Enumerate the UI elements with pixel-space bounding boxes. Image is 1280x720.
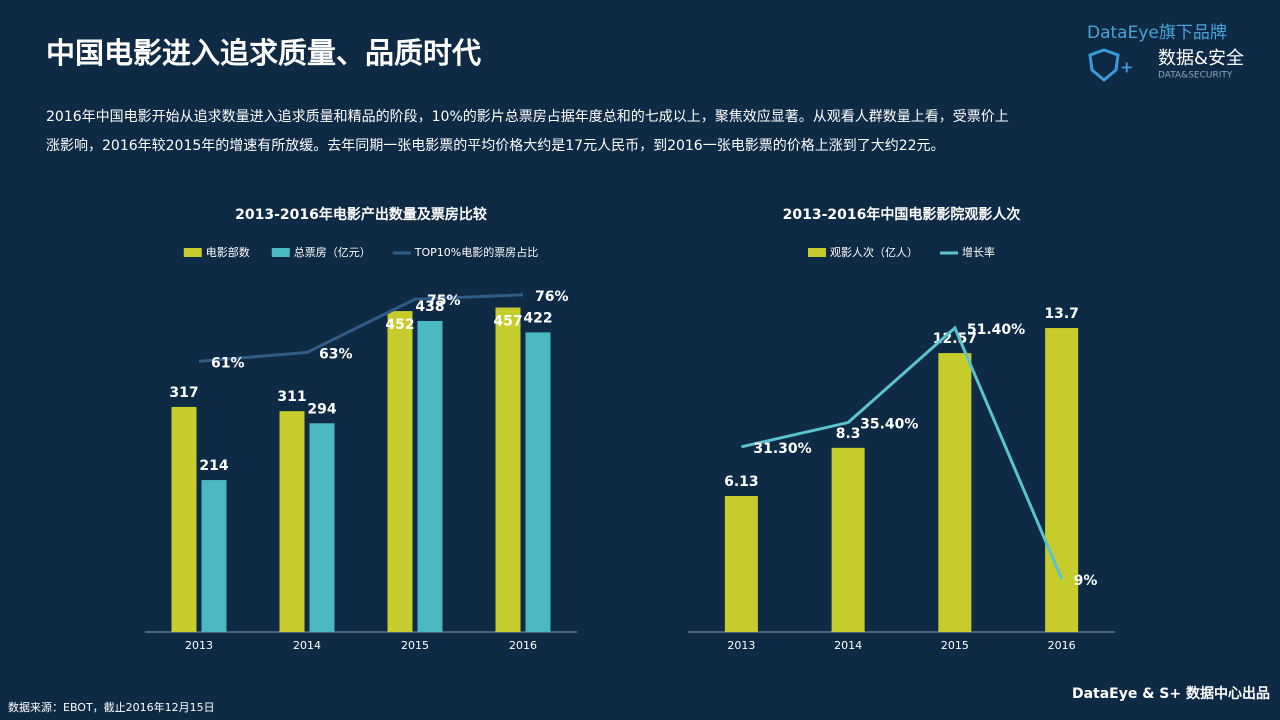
bar-value-label: 8.3 [836, 426, 861, 442]
x-tick-label: 2014 [834, 639, 862, 652]
chart-title: 2013-2016年电影产出数量及票房比较 [235, 206, 487, 223]
bar-value-label: 457 [493, 314, 522, 330]
bar [831, 447, 865, 632]
x-tick-label: 2015 [941, 639, 969, 652]
line-value-label: 9% [1074, 573, 1098, 589]
legend-swatch [808, 248, 826, 257]
legend-label: 增长率 [962, 245, 995, 259]
x-tick-label: 2014 [293, 639, 321, 652]
paragraph-line: 2016年中国电影开始从追求数量进入追求质量和精品的阶段，10%的影片总票房占据… [46, 108, 1009, 125]
line-series [198, 293, 524, 363]
credit: DataEye & S+ 数据中心出品 [1072, 685, 1270, 702]
bar-value-label: 311 [277, 389, 306, 405]
x-tick-label: 2013 [727, 639, 755, 652]
bar-value-label: 422 [523, 310, 552, 326]
legend-swatch [183, 248, 202, 257]
bar-value-label: 294 [307, 401, 336, 417]
line-value-label: 61% [211, 355, 245, 371]
line-value-label: 31.30% [753, 441, 811, 457]
paragraph-line: 涨影响，2016年较2015年的增速有所放缓。去年同期一张电影票的平均价格大约是… [46, 138, 945, 154]
line-value-label: 76% [535, 289, 569, 305]
source-note: 数据来源：EBOT，截止2016年12月15日 [8, 700, 215, 714]
bar-value-label: 12.57 [933, 331, 977, 347]
bar-value-label: 438 [415, 299, 444, 315]
svg-text:+: + [1120, 58, 1133, 77]
x-tick-label: 2015 [401, 639, 429, 652]
legend-label: 总票房（亿元） [294, 245, 371, 259]
bar [417, 321, 443, 632]
bar [495, 307, 521, 632]
brand-logo: + [1088, 48, 1133, 82]
x-tick-label: 2016 [1048, 639, 1076, 652]
line-value-label: 35.40% [860, 417, 918, 433]
bar [309, 423, 335, 632]
bar [387, 311, 413, 632]
slide-title: 中国电影进入追求质量、品质时代 [46, 36, 481, 70]
bar-value-label: 317 [169, 385, 198, 401]
x-tick-label: 2013 [185, 639, 213, 652]
bar [938, 353, 972, 632]
bar-value-label: 13.7 [1044, 306, 1079, 322]
bar [201, 480, 227, 632]
bar-value-label: 6.13 [724, 474, 759, 490]
legend-swatch [271, 248, 290, 257]
line-value-label: 51.40% [967, 322, 1025, 338]
bar [1045, 328, 1079, 632]
brand-name: 数据&安全 [1158, 48, 1244, 69]
legend-label: TOP10%电影的票房占比 [414, 245, 538, 259]
line-series [741, 325, 1064, 580]
bar [171, 406, 197, 632]
brand-sub: DATA&SECURITY [1158, 71, 1233, 81]
brand-line: DataEye旗下品牌 [1087, 23, 1227, 43]
bar-value-label: 452 [385, 317, 414, 333]
legend-label: 电影部数 [206, 245, 250, 259]
line-value-label: 63% [319, 346, 353, 362]
legend-label: 观影人次（亿人） [830, 245, 918, 259]
bar [525, 332, 551, 632]
chart-title: 2013-2016年中国电影影院观影人次 [783, 206, 1021, 223]
bar-value-label: 214 [199, 458, 228, 474]
bar [724, 495, 758, 632]
line-value-label: 75% [427, 293, 461, 309]
bar [279, 411, 305, 632]
x-tick-label: 2016 [509, 639, 537, 652]
